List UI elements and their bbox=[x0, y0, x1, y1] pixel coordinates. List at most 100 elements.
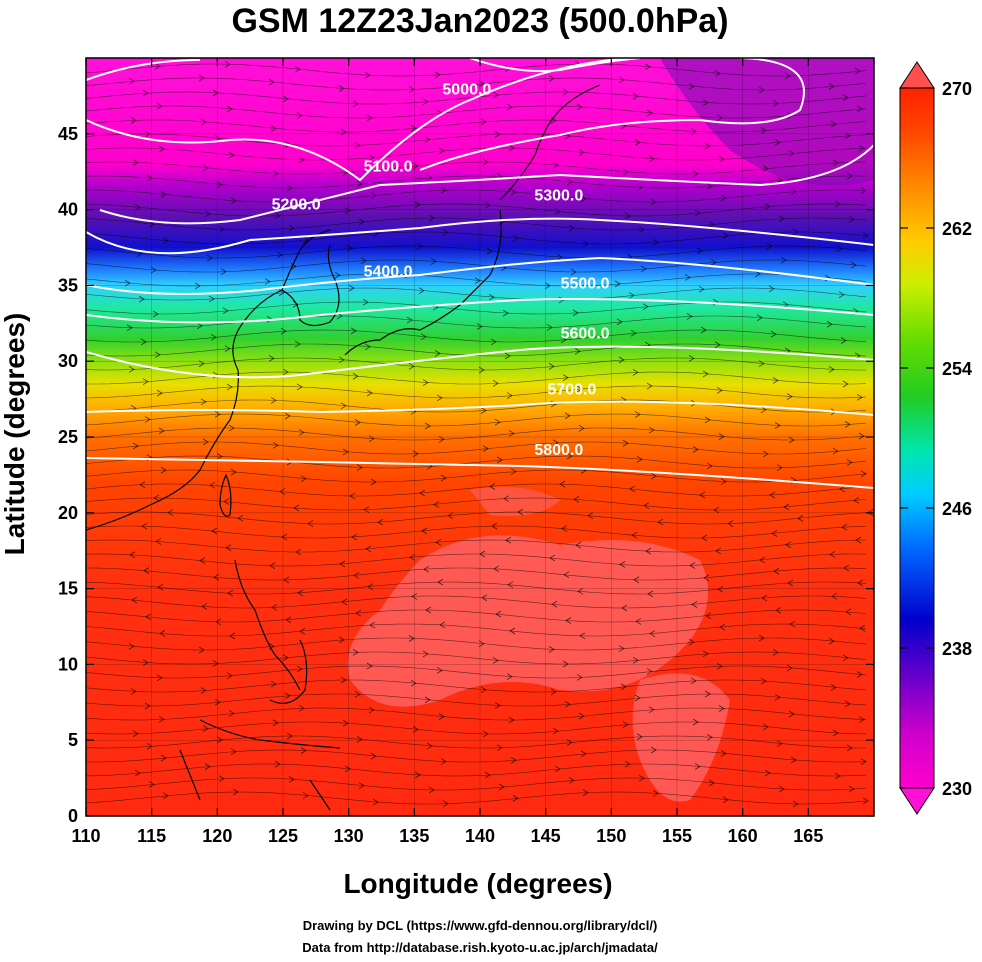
streamline-arrow bbox=[430, 258, 437, 265]
streamline bbox=[86, 399, 867, 413]
y-tick-label: 25 bbox=[58, 427, 78, 447]
streamline-arrow bbox=[552, 727, 559, 735]
streamline-arrow bbox=[282, 368, 289, 376]
streamline-arrow bbox=[492, 657, 499, 664]
streamline-arrow bbox=[856, 671, 863, 678]
streamline-arrow bbox=[778, 785, 785, 793]
streamline-arrow bbox=[568, 224, 575, 232]
streamline-arrow bbox=[647, 590, 654, 598]
streamline-arrow bbox=[279, 488, 286, 495]
streamline-arrow bbox=[438, 147, 445, 155]
streamline-arrow bbox=[650, 472, 657, 480]
streamline-arrow bbox=[760, 127, 767, 134]
y-tick-label: 10 bbox=[58, 654, 78, 674]
streamline-arrow bbox=[716, 662, 723, 670]
streamline-arrow bbox=[284, 692, 291, 700]
streamline-arrow bbox=[480, 118, 487, 126]
streamline-arrow bbox=[196, 322, 203, 330]
streamline-arrow bbox=[510, 468, 517, 475]
streamline-arrow bbox=[372, 798, 379, 806]
y-axis-ticks: 0 5 10 15 20 25 30 35 40 45 bbox=[58, 124, 874, 826]
streamline-arrow bbox=[570, 268, 577, 276]
streamline-arrow bbox=[702, 99, 709, 106]
streamline-arrow bbox=[704, 690, 711, 698]
streamline-arrow bbox=[580, 195, 587, 203]
streamline-arrow bbox=[368, 435, 375, 443]
streamline-arrow bbox=[216, 181, 223, 188]
streamline-arrow bbox=[830, 684, 837, 691]
streamline-arrow bbox=[842, 94, 849, 101]
streamline-arrow bbox=[341, 598, 348, 606]
streamline bbox=[86, 413, 867, 427]
streamline-arrow bbox=[572, 309, 579, 317]
coastlines bbox=[86, 84, 601, 811]
streamline-arrow bbox=[228, 151, 235, 159]
streamline-arrow bbox=[506, 103, 513, 111]
streamline-arrow bbox=[562, 374, 569, 381]
streamline-arrow bbox=[272, 719, 279, 727]
streamline-arrow bbox=[630, 329, 637, 337]
streamline-arrow bbox=[224, 60, 231, 68]
streamline-arrow bbox=[776, 464, 783, 472]
streamline-arrow bbox=[159, 630, 166, 637]
streamline-arrow bbox=[144, 702, 151, 710]
streamline-arrow bbox=[554, 765, 561, 773]
streamline-arrow bbox=[344, 207, 351, 214]
streamline-arrow bbox=[505, 536, 512, 544]
streamline-arrow bbox=[139, 481, 146, 489]
streamline-arrow bbox=[508, 716, 515, 724]
streamline-arrow bbox=[367, 583, 374, 591]
x-tick-label: 130 bbox=[334, 826, 364, 846]
streamline-arrow bbox=[622, 721, 629, 728]
streamline-arrow bbox=[364, 71, 371, 79]
x-tick-label: 150 bbox=[596, 826, 626, 846]
streamline-arrow bbox=[648, 155, 655, 163]
streamline-arrow bbox=[440, 474, 447, 482]
streamline-arrow bbox=[716, 386, 723, 394]
y-axis-title: Latitude (degrees) bbox=[0, 312, 30, 556]
streamline-arrow bbox=[783, 503, 790, 511]
streamline-arrow bbox=[419, 489, 426, 497]
streamline-arrow bbox=[720, 194, 727, 202]
streamline-arrow bbox=[708, 779, 715, 787]
streamline-arrow bbox=[510, 188, 517, 196]
streamline-arrow bbox=[643, 502, 650, 510]
streamline-arrow bbox=[436, 394, 443, 402]
streamline-arrow bbox=[433, 501, 440, 508]
streamline-arrow bbox=[142, 378, 149, 386]
streamline-arrow bbox=[846, 744, 853, 752]
streamline-arrow bbox=[633, 576, 640, 584]
streamline-arrow bbox=[478, 80, 485, 88]
streamline-arrow bbox=[264, 278, 271, 285]
streamline bbox=[86, 385, 867, 399]
streamline-arrow bbox=[140, 338, 147, 346]
streamline-arrow bbox=[408, 635, 415, 642]
streamline bbox=[86, 469, 867, 483]
streamline-arrow bbox=[204, 763, 211, 770]
streamline-arrow bbox=[856, 105, 863, 113]
streamline-arrow bbox=[300, 747, 307, 754]
streamline-arrow bbox=[561, 525, 568, 532]
streamline-arrow bbox=[634, 411, 641, 418]
streamline-arrow bbox=[158, 715, 165, 723]
streamline-arrow bbox=[846, 172, 853, 180]
streamline-arrow bbox=[760, 406, 767, 414]
streamline bbox=[86, 161, 867, 175]
streamline-arrow bbox=[418, 287, 425, 294]
streamline-arrow bbox=[342, 448, 349, 456]
streamline-arrow bbox=[228, 710, 235, 717]
streamline-arrow bbox=[622, 168, 629, 176]
streamline-arrow bbox=[758, 360, 765, 368]
streamline-arrow bbox=[576, 103, 583, 111]
streamline-arrow bbox=[828, 83, 835, 90]
streamline bbox=[86, 357, 866, 371]
streamline-arrow bbox=[692, 170, 699, 178]
warm-patch-central bbox=[348, 535, 708, 707]
colorbar: 230 238 246 254 262 270 bbox=[899, 61, 972, 815]
streamline bbox=[86, 315, 867, 329]
streamline bbox=[86, 427, 867, 441]
streamline-arrow bbox=[550, 688, 557, 696]
streamline-arrow bbox=[517, 508, 524, 516]
streamline-arrow bbox=[479, 550, 486, 558]
streamline-arrow bbox=[223, 498, 230, 505]
